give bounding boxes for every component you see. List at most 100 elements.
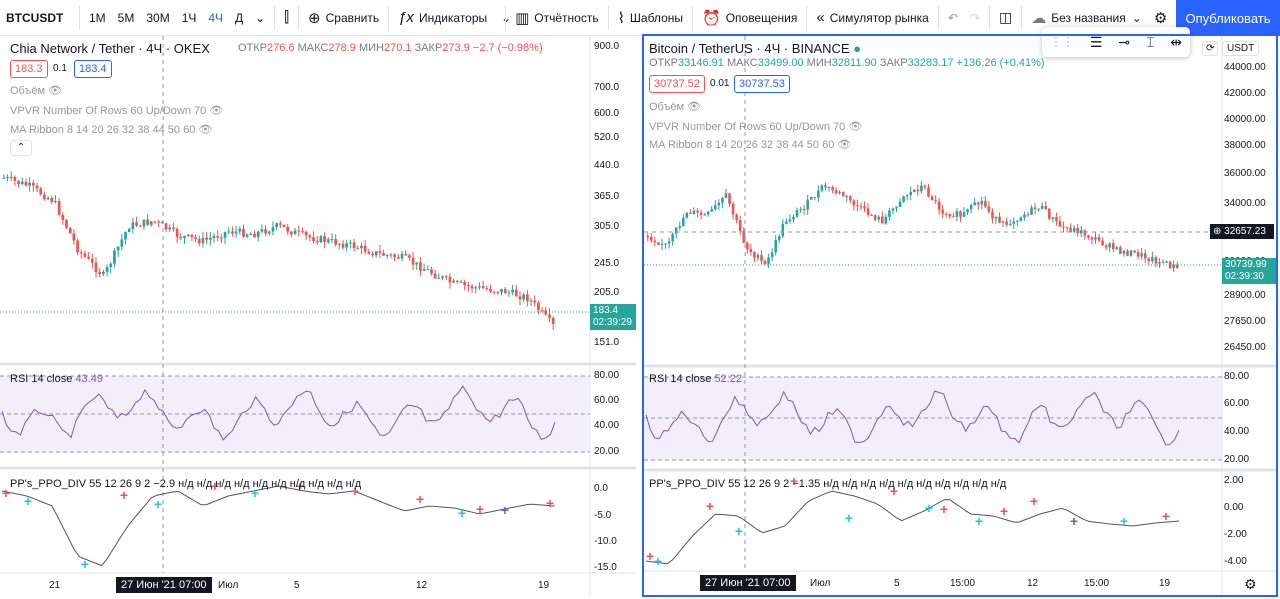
collapse-legend-chevron-up-icon[interactable]: ⌃ [10, 140, 32, 156]
bid-button[interactable]: 30737.52 [649, 75, 705, 93]
eye-off-icon[interactable]: 👁 [687, 101, 702, 113]
candle-body [1119, 247, 1122, 254]
candle-body [127, 229, 131, 233]
candle-body [831, 186, 834, 191]
templates-button[interactable]: ⌇ Шаблоны [612, 0, 689, 36]
candle-body [1001, 221, 1005, 223]
interval-30m[interactable]: 30M [146, 10, 170, 25]
bid-button[interactable]: 183.3 [10, 60, 48, 78]
candle-body [363, 245, 367, 252]
right-chart-canvas[interactable]: + +++++++ +++++ + + [644, 36, 1276, 595]
candle-body [153, 221, 157, 223]
candle-body [877, 216, 881, 220]
divider [79, 5, 80, 30]
candle-body [83, 253, 87, 257]
eye-off-icon[interactable]: 👁 [198, 124, 213, 136]
candle-body [271, 227, 275, 232]
axis-tick-label: 520.0 [594, 132, 620, 143]
eye-off-icon[interactable]: 👁 [48, 85, 63, 97]
high-value: 278.9 [328, 42, 356, 54]
maximize-pane-icon[interactable]: ⟳ [1202, 41, 1219, 56]
candle-body [57, 200, 61, 215]
candle-body [1143, 253, 1147, 259]
candle-body [157, 221, 161, 223]
date-range-icon[interactable]: ⇹ [1170, 33, 1183, 50]
horizontal-lines-icon[interactable]: ☰ [1089, 33, 1103, 50]
reports-button[interactable]: ▥ Отчётность [509, 0, 605, 36]
compare-button[interactable]: ⊕ Сравнить [302, 0, 385, 36]
settings-gear-icon[interactable]: ⚙ [1153, 9, 1168, 27]
eye-off-icon[interactable]: 👁 [209, 105, 224, 117]
ask-button[interactable]: 183.4 [74, 60, 112, 78]
candle-body [930, 196, 934, 201]
candle-body [849, 196, 852, 201]
high-label: МАКС [726, 57, 758, 69]
vertical-line-icon[interactable]: ⌶ [1145, 33, 1155, 50]
candle-body [371, 253, 374, 256]
currency-button[interactable]: USDT [1222, 41, 1260, 56]
ppo-divergence-marker: + [646, 548, 654, 564]
redo-icon[interactable]: ↷ [969, 10, 980, 25]
ppo-divergence-marker: + [546, 495, 554, 511]
axis-tick-label: 44000.00 [1224, 62, 1266, 73]
drag-handle-icon[interactable]: ⋮⋮ [1049, 35, 1074, 49]
close-label: ЗАКР [879, 57, 908, 69]
axis-tick-label: -5.0 [594, 510, 612, 521]
symbol-search[interactable]: BTCUSDT [6, 10, 64, 25]
high-value: 33499.00 [757, 57, 804, 69]
candles-style-icon[interactable]: ⫿ [284, 9, 290, 26]
interval-dropdown-chevron-icon[interactable]: ⌄ [255, 10, 266, 25]
right-chart-pane[interactable]: + + + + + + + + + + + + + + + Bitcoin / TetherUS · 4Ч … [642, 34, 1278, 597]
publish-button[interactable]: Опубликовать [1176, 0, 1280, 36]
time-axis-label: Июл [218, 580, 239, 591]
candle-body [696, 210, 699, 213]
axis-tick-label: 34000.00 [1224, 198, 1266, 209]
candle-body [806, 199, 809, 210]
layout-name-button[interactable]: ☁ Без названия ⌄ [1025, 0, 1148, 36]
interval-day[interactable]: Д [235, 10, 244, 25]
candle-body [1048, 208, 1051, 219]
candle-body [105, 267, 109, 272]
candle-body [503, 289, 507, 294]
crosshair-price-label: ⊕ 32657.23 [1210, 224, 1274, 239]
left-chart-canvas[interactable]: + + + + + + + + + + + + + + [0, 36, 636, 597]
low-value: 32811.90 [831, 57, 877, 69]
interval-5m[interactable]: 5M [117, 10, 135, 25]
ask-button[interactable]: 30737.53 [734, 75, 790, 93]
axis-tick-label: 27650.00 [1224, 316, 1266, 327]
alerts-button[interactable]: ⏰ Оповещения [696, 0, 803, 36]
layout-icon[interactable]: ◫ [998, 9, 1013, 25]
candle-body [293, 230, 297, 235]
indicators-button[interactable]: ƒx Индикаторы ⌄ [392, 0, 511, 36]
candle-body [682, 217, 685, 227]
ppo-line [645, 490, 1180, 565]
candle-body [367, 251, 371, 254]
candle-body [1033, 207, 1037, 210]
ppo-divergence-marker: + [925, 500, 933, 516]
candle-body [1008, 223, 1012, 225]
market-simulator-button[interactable]: « Симулятор рынка [810, 0, 935, 36]
candle-body [94, 262, 98, 273]
axis-tick-label: 151.0 [594, 337, 620, 348]
candle-body [952, 216, 955, 218]
undo-icon[interactable]: ↶ [947, 10, 958, 25]
axis-tick-label: 28900.00 [1224, 290, 1266, 301]
candle-body [102, 271, 105, 274]
interval-1m[interactable]: 1M [89, 10, 106, 25]
candle-body [393, 254, 396, 258]
spread-value: 0.01 [710, 78, 730, 89]
low-label: МИН [806, 57, 832, 69]
eye-off-icon[interactable]: 👁 [848, 121, 863, 133]
interval-4h[interactable]: 4Ч [208, 10, 224, 25]
candle-body [724, 193, 728, 198]
left-chart-pane[interactable]: + + + + + + + + + + + + + + Chia Network / Tether · 4… [0, 36, 636, 597]
candle-body [856, 205, 859, 207]
chart-settings-gear-icon[interactable]: ⚙ [1244, 576, 1257, 592]
candle-body [389, 254, 393, 256]
horizontal-ray-icon[interactable]: ⊸ [1118, 33, 1131, 50]
ppo-divergence-marker: + [296, 478, 304, 494]
candle-body [220, 237, 223, 239]
candle-body [1126, 250, 1129, 256]
eye-off-icon[interactable]: 👁 [837, 139, 852, 151]
interval-1h[interactable]: 1Ч [181, 10, 197, 25]
